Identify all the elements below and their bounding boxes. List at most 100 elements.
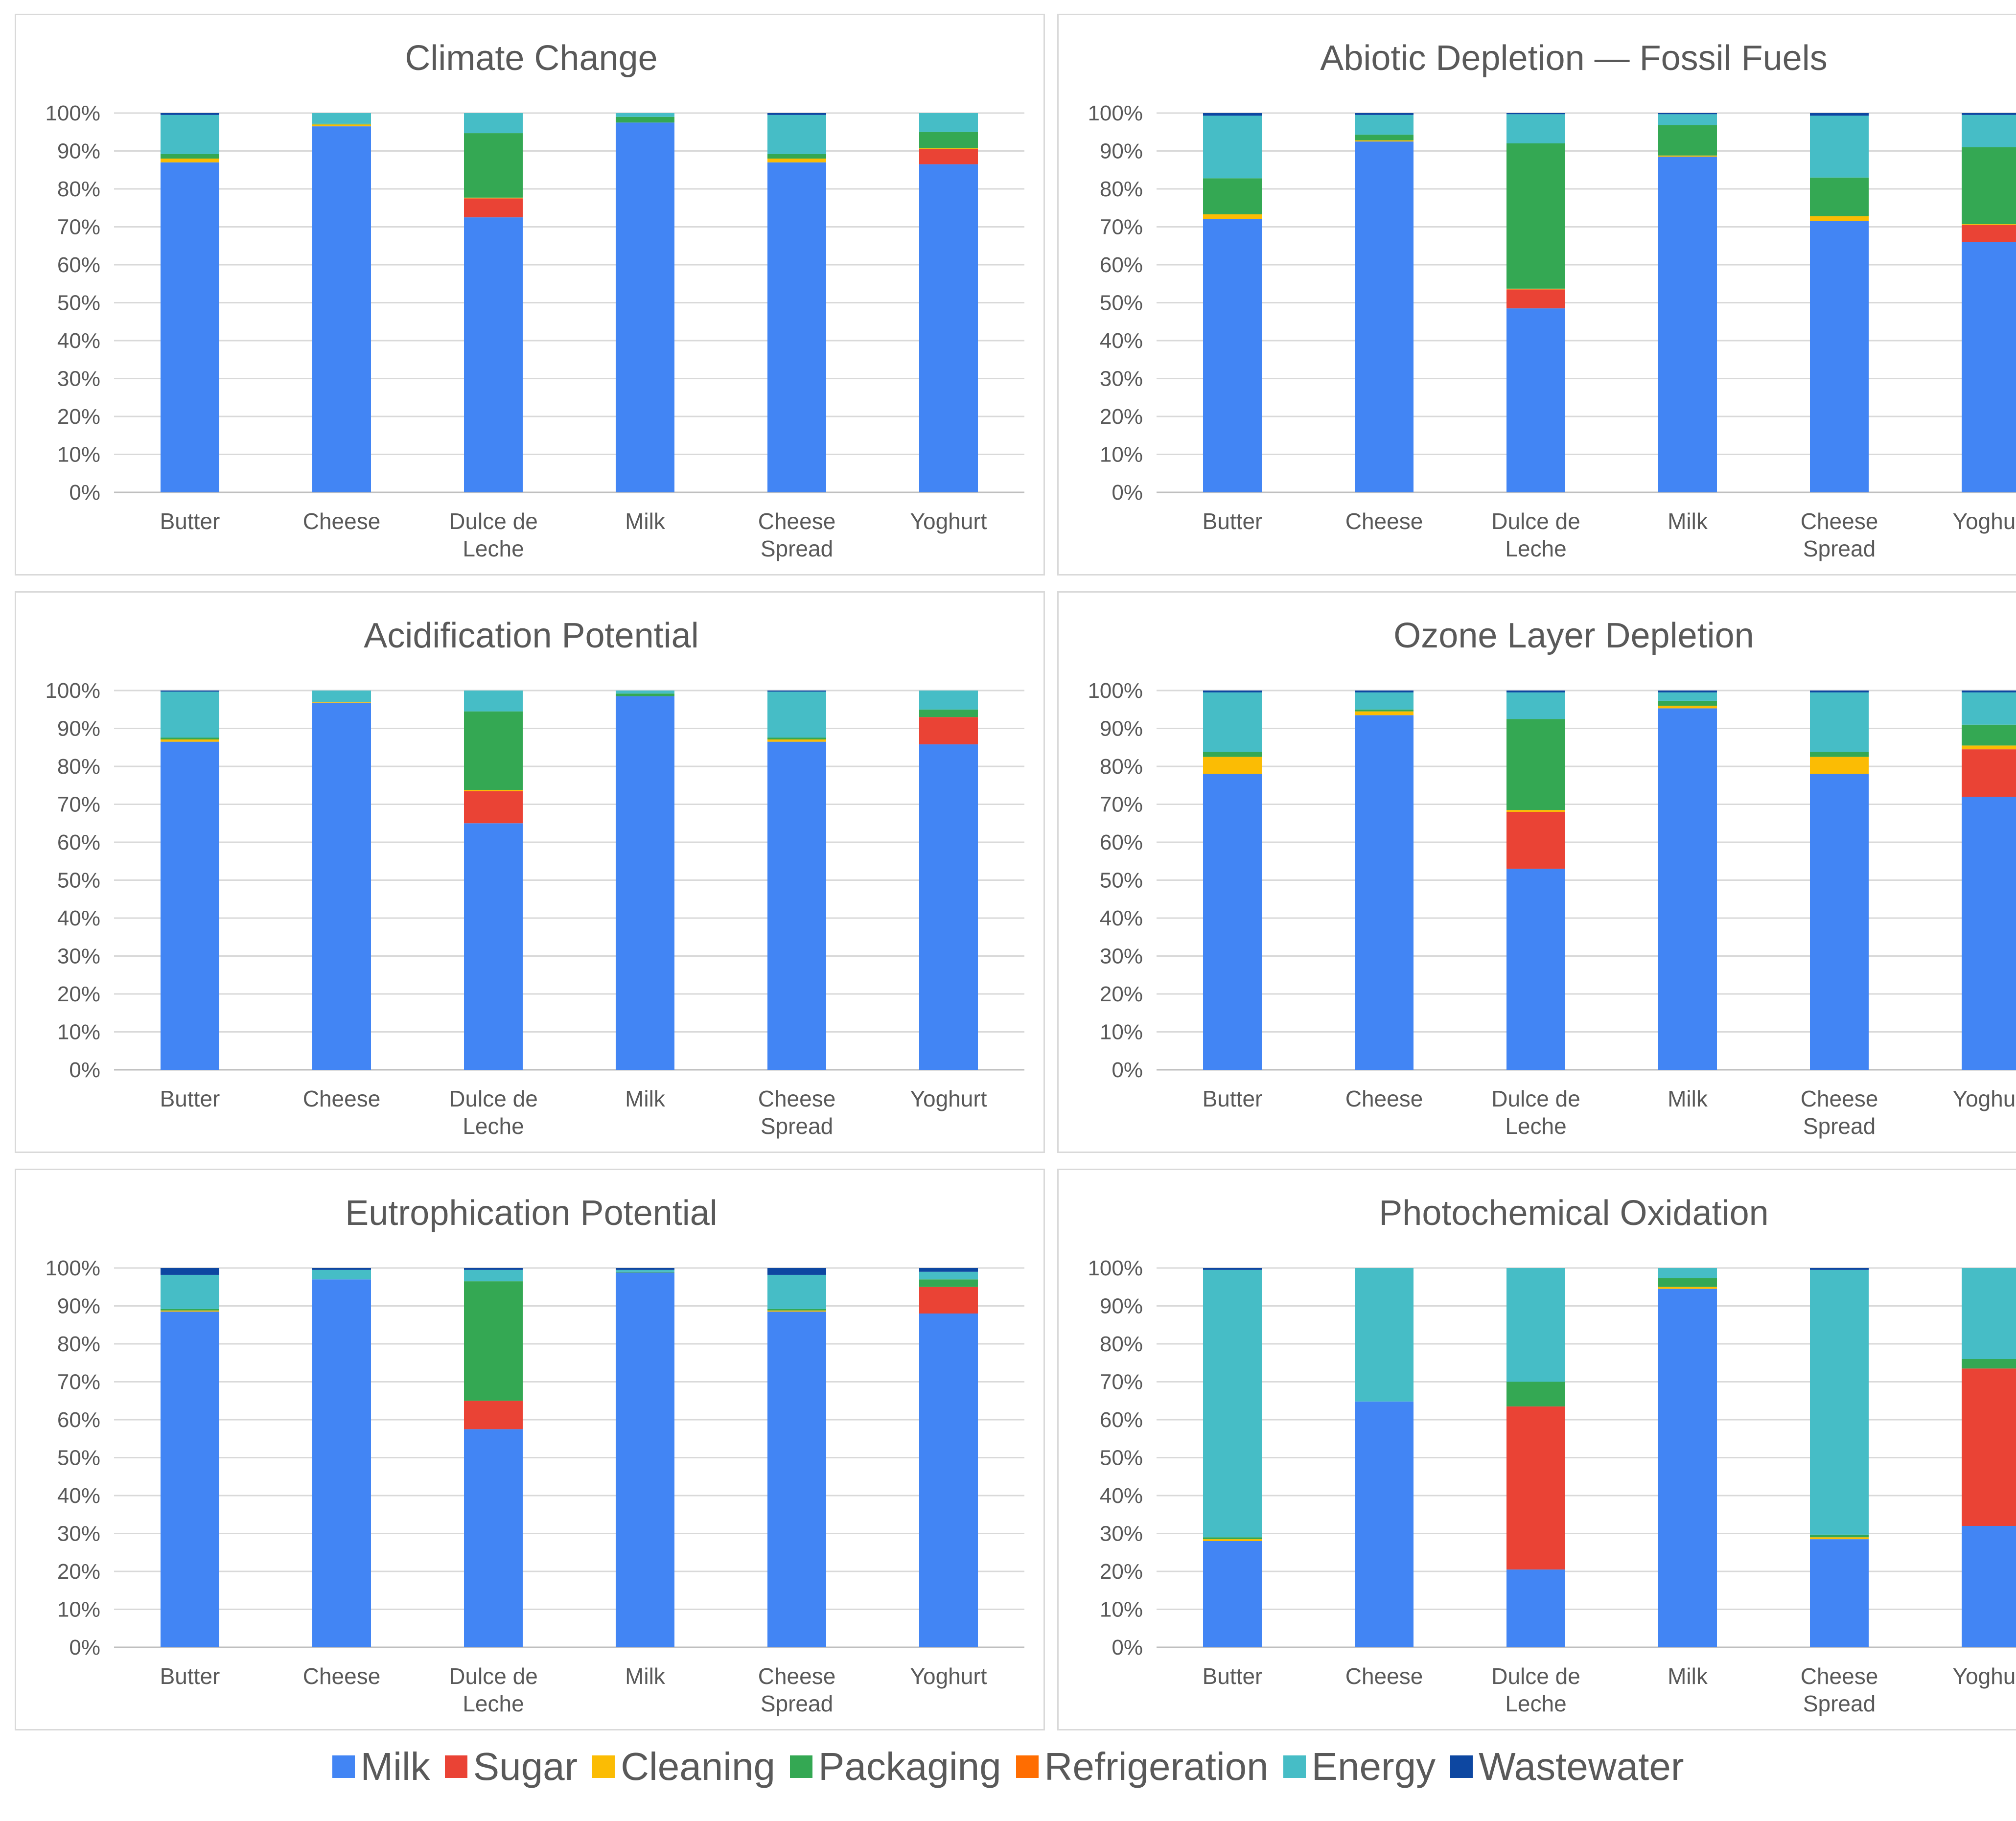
legend-swatch-sugar	[444, 1755, 467, 1778]
bar-segment-sugar	[919, 717, 978, 745]
bar-segment-energy	[1203, 1269, 1262, 1538]
bar-segment-energy	[464, 1269, 523, 1282]
bar-segment-cleaning	[1203, 1539, 1262, 1541]
bar-segment-cleaning	[161, 159, 219, 162]
bar-segment-cleaning	[1506, 288, 1565, 290]
chart-panel-1: Climate Change 0% 10% 20% 30% 40% 50% 60% 70% 80%…	[15, 14, 1045, 576]
legend-swatch-energy	[1283, 1755, 1306, 1778]
y-tick-label: 90%	[1100, 139, 1143, 163]
bar-segment-packaging	[1506, 143, 1565, 289]
y-tick-label: 50%	[1100, 1446, 1143, 1470]
bar-segment-milk	[919, 164, 978, 492]
legend-swatch-milk	[332, 1755, 355, 1778]
y-tick-label: 0%	[69, 1058, 100, 1082]
bar-segment-milk	[1203, 219, 1262, 492]
y-tick-label: 20%	[57, 405, 100, 429]
bar-segment-packaging	[464, 133, 523, 198]
x-category-label: Milk	[625, 1086, 666, 1111]
chart-panel-3: Acidification Potential 0% 10% 20% 30% 40% 50%…	[15, 591, 1045, 1153]
bar-segment-packaging	[767, 1309, 826, 1311]
bar-segment-energy	[616, 1269, 674, 1272]
y-tick-label: 0%	[1112, 481, 1143, 505]
x-category-label: Cheese Spread	[758, 1663, 836, 1716]
y-tick-label: 90%	[1100, 717, 1143, 741]
bar-segment-packaging	[767, 738, 826, 739]
bar-segment-cleaning	[1355, 711, 1414, 715]
x-category-label-line: Cheese	[758, 1663, 836, 1689]
bar-segment-sugar	[1506, 1406, 1565, 1570]
bar-segment-milk	[464, 217, 523, 492]
y-tick-label: 50%	[57, 869, 100, 893]
bar-segment-energy	[312, 691, 371, 702]
chart-svg: Ozone Layer Depletion 0% 10% 20% 30% 40% 50% 60…	[1088, 616, 2016, 1139]
bar-segment-milk	[1658, 1289, 1717, 1647]
bar-segment-energy	[1203, 692, 1262, 752]
x-category-label-line: Spread	[761, 536, 833, 561]
bar-segment-energy	[616, 113, 674, 117]
bar-segment-sugar	[464, 198, 523, 218]
bar-segment-milk	[1962, 1526, 2016, 1647]
bar-segment-energy	[767, 692, 826, 738]
bar-segment-packaging	[1810, 1534, 1869, 1538]
y-tick-label: 40%	[1100, 906, 1143, 930]
y-tick-label: 10%	[57, 1020, 100, 1044]
bar-segment-energy	[1962, 1268, 2016, 1359]
chart-svg: Abiotic Depletion — Fossil Fuels 0% 10% 20%…	[1088, 39, 2016, 561]
y-tick-label: 100%	[1088, 1256, 1143, 1280]
bar-segment-milk	[1810, 1539, 1869, 1647]
bar-segment-energy	[1810, 115, 1869, 178]
y-tick-label: 60%	[1100, 830, 1143, 854]
bar-segment-cleaning	[161, 739, 219, 742]
x-category-label: Cheese	[303, 1086, 381, 1111]
y-tick-label: 60%	[57, 1408, 100, 1432]
bar-segment-wastewater	[161, 113, 219, 115]
y-tick-label: 70%	[1100, 1370, 1143, 1394]
y-tick-label: 30%	[1100, 1522, 1143, 1546]
bar-segment-energy	[464, 691, 523, 712]
y-tick-label: 80%	[1100, 177, 1143, 201]
bar-segment-energy	[1658, 1268, 1717, 1278]
y-tick-label: 90%	[57, 139, 100, 163]
y-tick-label: 40%	[57, 1484, 100, 1508]
bar-segment-milk	[1203, 1541, 1262, 1647]
bar-segment-energy	[1506, 1268, 1565, 1382]
bar-segment-cleaning	[464, 790, 523, 791]
legend-swatch-packaging	[789, 1755, 812, 1778]
x-category-label: Cheese	[1345, 1086, 1423, 1111]
y-tick-label: 0%	[69, 1636, 100, 1660]
chart-title: Ozone Layer Depletion	[1393, 616, 1754, 655]
bar-segment-milk	[1355, 141, 1414, 492]
x-category-label-line: Yoghurt	[1953, 1086, 2016, 1111]
bar-segment-energy	[919, 691, 978, 710]
bar-segment-milk	[1506, 869, 1565, 1070]
x-category-label-line: Butter	[1203, 508, 1263, 534]
legend-swatch-refrigeration	[1016, 1755, 1039, 1778]
x-category-label: Cheese	[1345, 1663, 1423, 1689]
x-category-label: Dulce de Leche	[1491, 508, 1580, 561]
bar-segment-packaging	[312, 123, 371, 125]
bar-segment-packaging	[616, 693, 674, 696]
x-category-label-line: Cheese	[303, 1663, 381, 1689]
y-tick-label: 60%	[1100, 1408, 1143, 1432]
bar-segment-cleaning	[1355, 140, 1414, 142]
bar-segment-milk	[1355, 715, 1414, 1070]
x-category-label-line: Cheese	[303, 508, 381, 534]
x-category-label-line: Yoghurt	[1953, 508, 2016, 534]
y-tick-label: 10%	[1100, 1598, 1143, 1622]
bar-segment-packaging	[161, 738, 219, 739]
y-tick-label: 100%	[1088, 101, 1143, 125]
y-tick-label: 20%	[1100, 1560, 1143, 1584]
bar-segment-cleaning	[464, 197, 523, 199]
bar-segment-packaging	[1658, 125, 1717, 156]
x-category-label-line: Yoghurt	[1953, 1663, 2016, 1689]
bar-segment-packaging	[1962, 1359, 2016, 1369]
bar-segment-wastewater	[1355, 113, 1414, 115]
bar-segment-packaging	[1203, 752, 1262, 757]
x-category-label-line: Butter	[1203, 1663, 1263, 1689]
bar-segment-wastewater	[1506, 113, 1565, 115]
chart-title: Eutrophication Potential	[345, 1194, 718, 1233]
y-tick-label: 50%	[57, 1446, 100, 1470]
x-category-label-line: Dulce de	[1491, 1086, 1580, 1111]
bar-segment-wastewater	[767, 1268, 826, 1275]
x-category-label: Cheese	[1345, 508, 1423, 534]
